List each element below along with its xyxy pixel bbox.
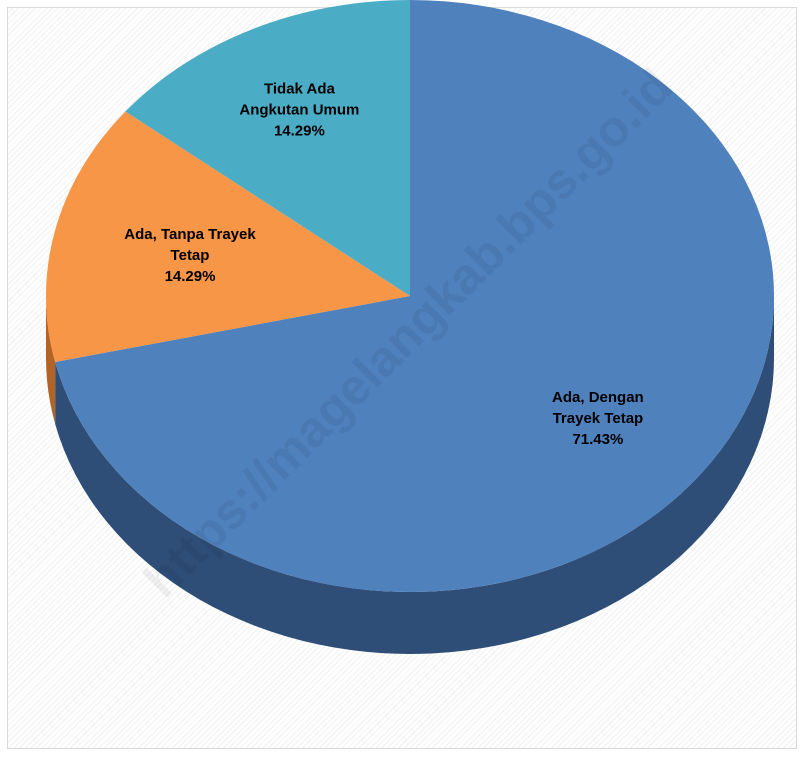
pie-slice-tidak-ada-angkutan (125, 0, 410, 296)
slice-label-tanpa-trayek: Ada, Tanpa Trayek Tetap 14.29% (124, 226, 256, 285)
pie-slice-dengan-trayek (55, 0, 775, 592)
slice-category-label: Trayek Tetap (553, 410, 644, 427)
slice-category-label: Ada, Dengan (552, 389, 644, 406)
slice-label-tidak-ada-angkutan: Tidak Ada Angkutan Umum 14.29% (239, 80, 359, 139)
slice-value-label: 14.29% (165, 268, 216, 285)
pie-side-tanpa-trayek (46, 296, 56, 424)
pie-sides (46, 296, 775, 654)
slice-category-label: Tetap (171, 247, 210, 264)
slice-label-dengan-trayek: Ada, Dengan Trayek Tetap 71.43% (552, 389, 644, 448)
slice-category-label: Ada, Tanpa Trayek (124, 226, 256, 243)
slice-category-label: Angkutan Umum (239, 101, 359, 118)
slice-value-label: 14.29% (274, 122, 325, 139)
pie-slice-tanpa-trayek (45, 111, 411, 362)
slice-labels: Ada, Dengan Trayek Tetap 71.43% Ada, Tanpa … (124, 80, 644, 448)
pie-side-dengan-trayek (55, 296, 775, 654)
pie-slices (45, 0, 775, 592)
slice-value-label: 71.43% (572, 431, 623, 448)
slice-category-label: Tidak Ada (264, 80, 336, 97)
